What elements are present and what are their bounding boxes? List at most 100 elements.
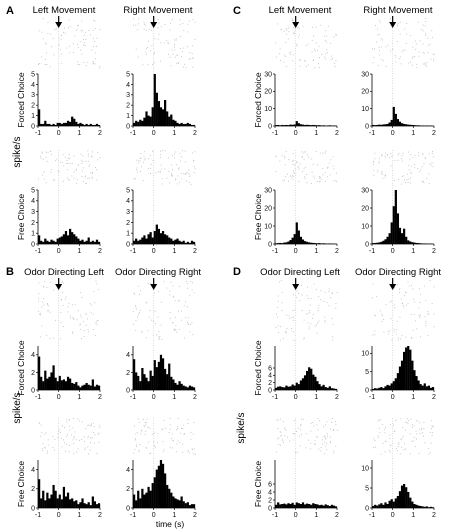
raster-tick (413, 425, 415, 427)
bar (392, 106, 395, 126)
raster-tick (179, 36, 181, 37)
raster-tick (326, 433, 328, 435)
raster-tick (319, 420, 321, 422)
raster-tick (99, 427, 101, 428)
bar (378, 242, 381, 244)
raster-tick (296, 162, 298, 164)
raster-tick (139, 294, 140, 295)
bar (38, 235, 41, 244)
raster-tick (83, 329, 85, 331)
bar (69, 499, 72, 508)
raster-tick (42, 448, 44, 450)
y-tick-label: 0 (365, 387, 369, 394)
raster-tick (385, 304, 387, 306)
raster-tick (187, 31, 189, 33)
bar (326, 505, 329, 508)
raster-tick (307, 312, 309, 314)
raster-tick (399, 56, 401, 58)
bar (405, 487, 408, 508)
raster-tick (41, 432, 43, 433)
raster-tick (38, 178, 39, 180)
raster-tick (171, 174, 173, 176)
y-tick-label: 30 (264, 71, 272, 78)
raster-tick (379, 419, 381, 421)
bar (143, 374, 146, 390)
raster-tick (94, 40, 96, 42)
raster-tick (418, 55, 420, 57)
raster-D-forced-right (372, 280, 435, 341)
raster-tick (38, 282, 40, 284)
row-label: Free Choice (253, 461, 263, 508)
raster-tick (84, 42, 85, 44)
raster-tick (405, 429, 406, 431)
raster-tick (326, 443, 328, 444)
raster-tick (422, 153, 424, 155)
bar (427, 385, 431, 390)
panel-letter-b: B (6, 266, 14, 278)
bar (176, 499, 179, 508)
bar (374, 242, 377, 244)
raster-tick (57, 433, 59, 435)
raster-tick (415, 320, 417, 322)
raster-tick (291, 176, 293, 178)
raster-tick (178, 299, 180, 301)
bar (73, 234, 76, 244)
bar (143, 117, 146, 126)
raster-tick (423, 163, 425, 165)
raster-tick (80, 316, 82, 318)
raster-tick (381, 315, 383, 316)
bar (161, 231, 165, 244)
bar (161, 463, 165, 508)
raster-tick (66, 444, 67, 445)
raster-tick (138, 23, 139, 25)
raster-tick (191, 448, 193, 450)
bar (419, 506, 422, 508)
raster-tick (421, 427, 422, 429)
x-tick-label: 2 (432, 130, 436, 137)
raster-tick (419, 422, 421, 424)
y-tick-label: 1 (31, 231, 35, 238)
raster-tick (418, 21, 419, 23)
raster-tick (417, 155, 419, 157)
raster-tick (82, 161, 84, 162)
x-tick-label: 1 (172, 512, 176, 519)
raster-tick (38, 30, 40, 32)
raster-tick (409, 433, 411, 435)
bar (382, 240, 385, 244)
raster-tick (331, 421, 332, 423)
raster-tick (146, 301, 148, 303)
raster-tick (423, 428, 425, 429)
raster-tick (176, 62, 177, 64)
y-tick-label: 0 (365, 241, 369, 248)
raster-tick (169, 317, 171, 319)
raster-tick (135, 306, 137, 308)
raster-tick (95, 58, 97, 60)
bar (182, 123, 185, 126)
y-tick-label: 0 (126, 505, 130, 512)
raster-tick (137, 56, 139, 58)
raster-tick (79, 64, 81, 66)
raster-tick (387, 44, 389, 46)
histogram-B-free-right: 024-1 0 1 2 (126, 418, 197, 519)
raster-tick (174, 153, 175, 155)
raster-tick (146, 447, 147, 449)
raster-tick (84, 447, 86, 449)
bar (382, 124, 385, 126)
raster-tick (145, 446, 147, 448)
raster-tick (41, 450, 43, 452)
x-tick-label: 0 (391, 248, 395, 255)
raster-tick (282, 338, 284, 339)
raster-tick (189, 176, 191, 177)
raster-tick (69, 315, 71, 317)
raster-tick (148, 441, 150, 443)
raster-tick (43, 286, 45, 288)
raster-tick (85, 182, 87, 184)
raster-tick (60, 321, 62, 323)
raster-tick (428, 173, 430, 175)
raster-tick (182, 23, 184, 25)
x-tick-label: 2 (98, 248, 102, 255)
raster-tick (324, 435, 326, 437)
raster-tick (87, 318, 88, 320)
bar (64, 122, 68, 126)
y-tick-label: 3 (126, 209, 130, 216)
